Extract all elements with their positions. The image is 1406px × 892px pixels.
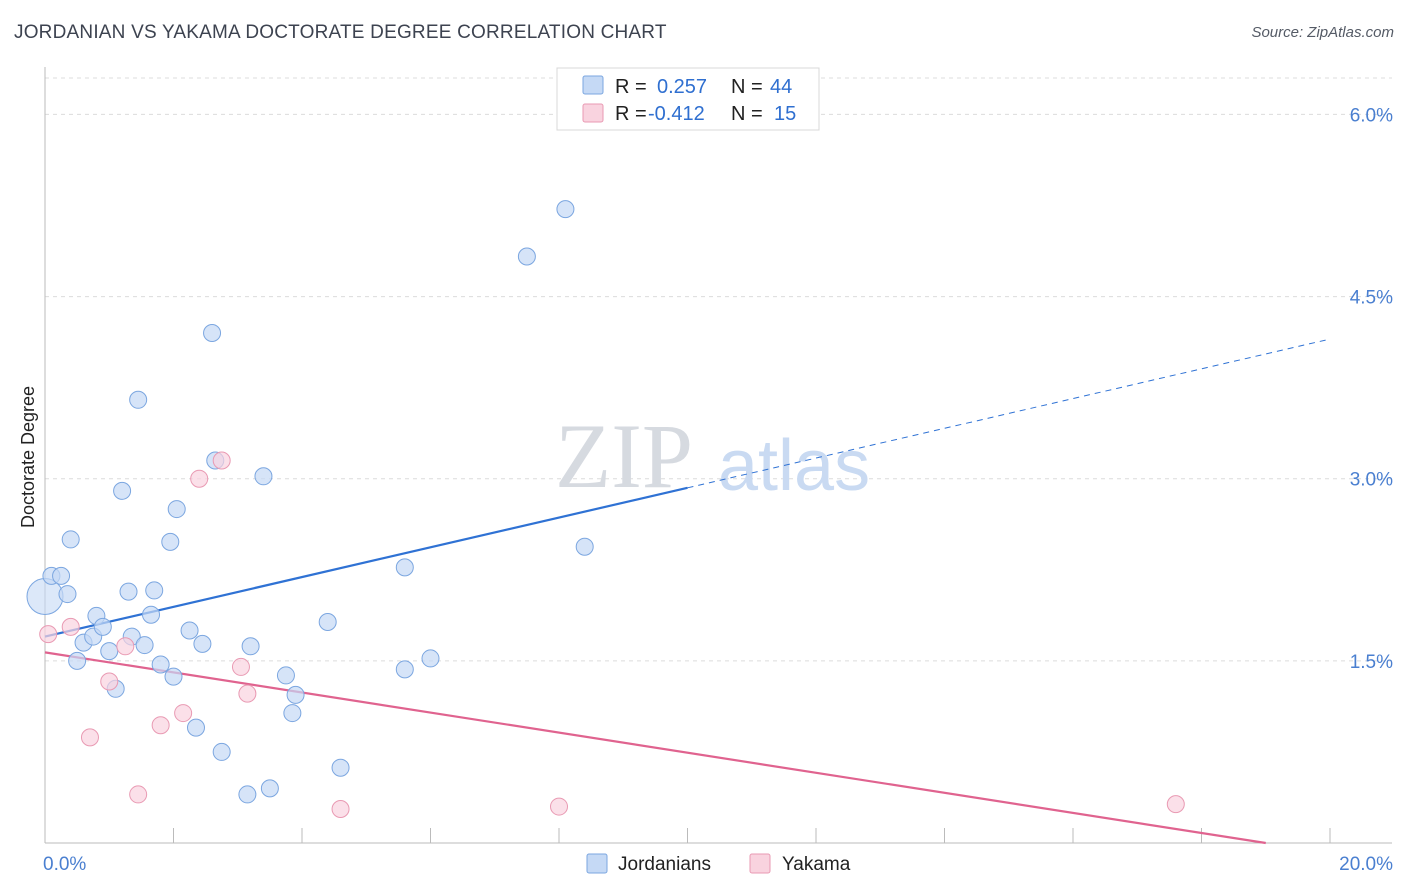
yakama-point-6 (151, 716, 170, 735)
jordanians-point-14 (129, 390, 148, 409)
jordanians-point-33 (286, 685, 305, 704)
jordanians-point-23 (186, 718, 205, 737)
jordanians-point-36 (331, 758, 350, 777)
jordanians-point-37 (395, 660, 414, 679)
chart-title: JORDANIAN VS YAKAMA DOCTORATE DEGREE COR… (14, 22, 667, 43)
yakama-swatch (749, 853, 771, 874)
yakama-point-1 (61, 617, 80, 636)
jordanians-point-34 (283, 704, 302, 723)
jordanians-point-35 (318, 613, 337, 631)
yakama-point-9 (212, 451, 231, 470)
jordanians-point-29 (241, 637, 260, 656)
y-tick-labels: 1.5% 3.0% 4.5% 6.0% (1350, 105, 1393, 672)
yakama-point-7 (174, 704, 193, 723)
yakama-legend-swatch (582, 103, 604, 123)
watermark-atlas: atlas (718, 426, 870, 506)
x-tick-label-end: 20.0% (1339, 854, 1393, 875)
jordanians-point-28 (238, 785, 257, 804)
legend-yakama: Yakama (782, 854, 851, 875)
legend-n-value-2: 15 (774, 103, 796, 125)
yakama-point-2 (80, 728, 99, 747)
jordanians-point-11 (113, 481, 132, 500)
yakama-point-13 (550, 797, 568, 816)
jordanians-point-22 (180, 621, 199, 640)
yakama-trend-line (44, 651, 1266, 845)
y-axis-title: Doctorate Degree (18, 386, 38, 528)
stats-legend: R = 0.257 N = 44 R = -0.412 N = 15 (556, 67, 820, 131)
legend-n-label-2: N = (731, 103, 763, 125)
jordanians-point-20 (164, 667, 183, 686)
watermark: ZIP atlas (555, 405, 870, 507)
legend-n-label-1: N = (731, 76, 763, 98)
watermark-zip: ZIP (555, 405, 693, 507)
yakama-point-11 (238, 684, 257, 703)
jordanians-point-9 (100, 642, 119, 661)
y-tick-label-1: 3.0% (1350, 470, 1393, 491)
axes (44, 67, 1392, 844)
jordanians-points (26, 200, 594, 804)
yakama-point-3 (100, 672, 119, 691)
yakama-point-8 (190, 469, 209, 488)
legend-r-value-1: 0.257 (657, 76, 707, 98)
jordanians-point-2 (58, 585, 77, 604)
jordanians-point-16 (142, 605, 161, 624)
series-legend: Jordanians Yakama (586, 853, 851, 875)
y-tick-label-2: 4.5% (1350, 288, 1393, 309)
legend-r-label-2: R = (615, 103, 647, 125)
jordanians-point-1 (52, 566, 71, 585)
jordanians-swatch (586, 853, 608, 874)
yakama-point-10 (231, 657, 250, 676)
jordanians-point-27 (212, 742, 231, 761)
jordanians-point-40 (517, 247, 536, 266)
yakama-point-12 (331, 800, 350, 818)
source-credit: Source: ZipAtlas.com (1251, 24, 1394, 41)
jordanians-point-4 (68, 651, 87, 670)
y-tick-label-3: 6.0% (1350, 105, 1393, 126)
yakama-point-14 (1166, 795, 1185, 814)
jordanians-point-39 (421, 649, 440, 668)
data-points (26, 200, 1185, 818)
jordanians-point-25 (203, 324, 222, 342)
jordanians-point-3 (61, 530, 80, 549)
x-tick-labels: 0.0% 20.0% (43, 854, 1393, 875)
jordanians-point-12 (119, 582, 138, 601)
legend-n-value-1: 44 (770, 76, 792, 98)
jordanians-point-30 (254, 467, 273, 486)
yakama-point-0 (39, 625, 58, 644)
jordanians-trend-line (44, 486, 688, 638)
jordanians-point-24 (193, 634, 212, 653)
jordanians-point-41 (556, 200, 575, 219)
jordanians-point-42 (575, 537, 594, 556)
jordanian-legend-swatch (582, 75, 604, 95)
jordanians-point-32 (276, 666, 295, 685)
jordanians-point-15 (135, 636, 154, 655)
yakama-point-4 (116, 637, 135, 656)
x-tick-label-start: 0.0% (43, 854, 86, 875)
yakama-point-5 (129, 785, 148, 804)
jordanians-point-19 (161, 532, 180, 551)
jordanians-point-38 (395, 558, 414, 577)
jordanians-point-31 (260, 779, 279, 798)
jordanians-point-8 (93, 617, 112, 636)
yakama-points (39, 451, 1185, 818)
jordanians-point-21 (167, 500, 186, 519)
jordanians-point-18 (151, 655, 170, 674)
y-tick-label-0: 1.5% (1350, 652, 1393, 673)
grid-lines (45, 77, 1392, 662)
legend-r-value-2: -0.412 (648, 103, 705, 125)
legend-jordanians: Jordanians (618, 854, 711, 875)
legend-r-label-1: R = (615, 76, 647, 98)
jordanians-point-17 (145, 581, 164, 600)
